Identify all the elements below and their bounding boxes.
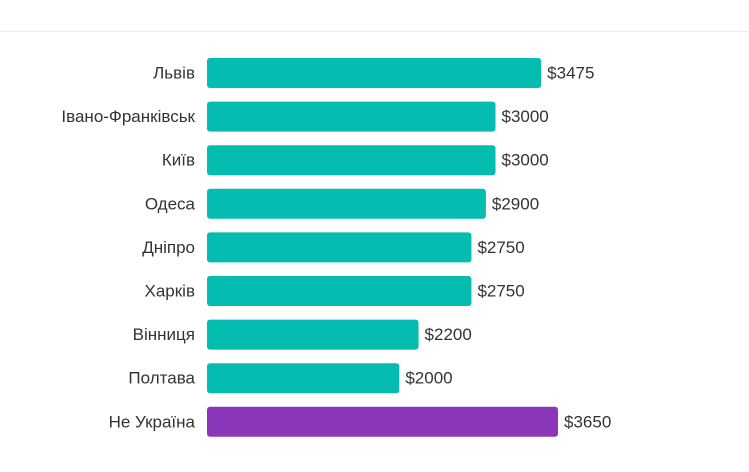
value-label: $2200: [425, 325, 472, 344]
category-label: Харків: [145, 282, 196, 301]
top-divider: [0, 31, 749, 32]
bar: [207, 406, 558, 437]
bar: [207, 319, 419, 350]
category-label: Полтава: [128, 369, 195, 388]
category-label: Вінниця: [133, 325, 195, 344]
value-label: $2750: [477, 282, 524, 301]
category-label: Не Україна: [109, 412, 196, 431]
category-label: Львів: [153, 64, 195, 83]
value-label: $3000: [501, 151, 548, 170]
bars-group: Львів $3475 Івано-Франківськ $3000 Київ $3000…: [61, 58, 611, 437]
value-label: $2000: [405, 369, 452, 388]
category-label: Івано-Франківськ: [61, 107, 195, 126]
bar: [207, 232, 472, 263]
value-label: $3475: [547, 64, 594, 83]
bar: [207, 101, 496, 132]
category-label: Дніпро: [142, 238, 195, 257]
bar: [207, 363, 400, 394]
value-label: $3000: [501, 107, 548, 126]
bar: [207, 276, 472, 306]
value-label: $2750: [477, 238, 524, 257]
bar: [207, 58, 542, 88]
value-label: $3650: [564, 412, 611, 431]
value-label: $2900: [492, 194, 539, 213]
category-label: Одеса: [145, 194, 196, 213]
bar: [207, 188, 486, 219]
bar: [207, 145, 496, 176]
category-label: Київ: [162, 151, 195, 170]
